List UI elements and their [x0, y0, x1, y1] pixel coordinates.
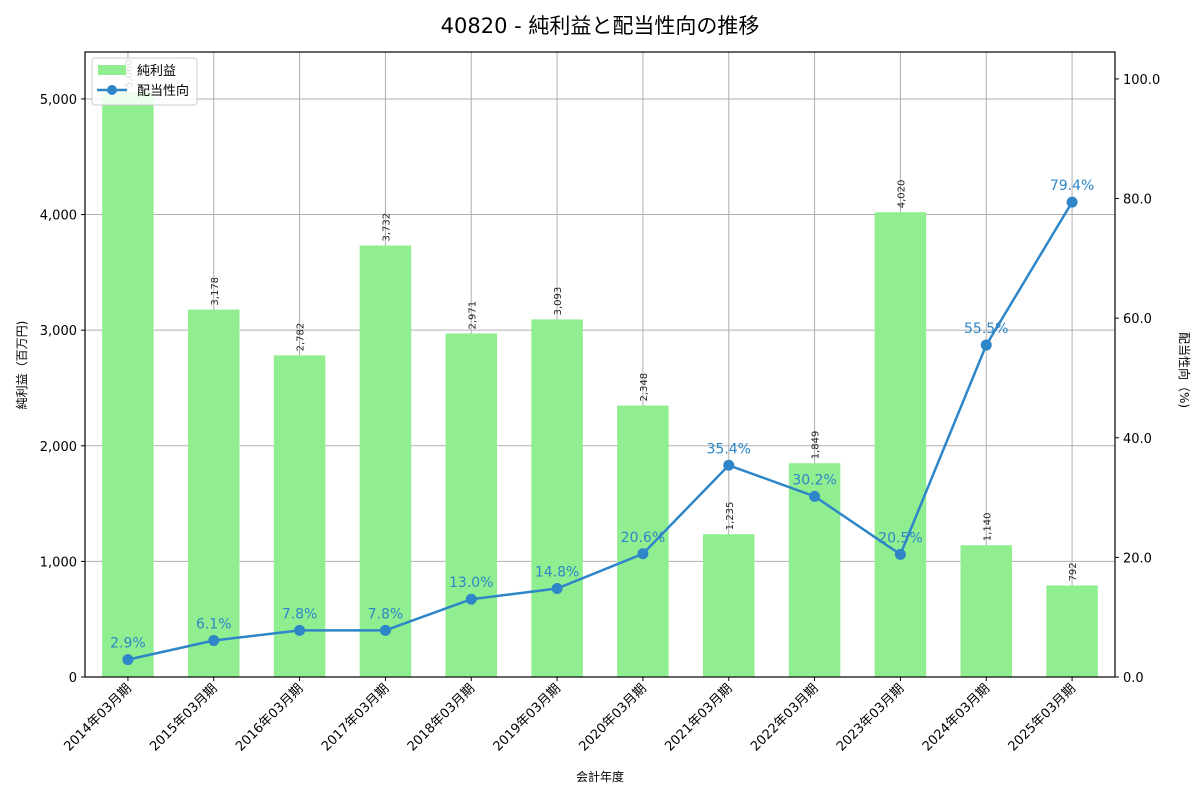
payout-point: [980, 339, 992, 351]
legend-line-swatch: [107, 85, 117, 95]
payout-value-label: 13.0%: [449, 575, 493, 591]
bar-value-label: 1,849: [811, 431, 822, 460]
bar: [102, 92, 154, 678]
x-tick-label: 2025年03月期: [1006, 681, 1079, 754]
payout-point: [551, 582, 563, 594]
payout-point: [122, 654, 134, 666]
x-tick-label: 2018年03月期: [405, 681, 478, 754]
payout-value-label: 20.5%: [878, 530, 922, 546]
payout-value-label: 35.4%: [707, 441, 751, 457]
legend-label-profit: 純利益: [137, 64, 176, 79]
bar: [273, 355, 326, 677]
payout-value-label: 79.4%: [1050, 178, 1094, 194]
bar: [874, 212, 927, 677]
y-axis-label: 純利益（百万円): [15, 321, 29, 410]
bar: [531, 319, 583, 677]
y-right-tick-label: 40.0: [1123, 432, 1152, 447]
y-right-tick-label: 60.0: [1123, 312, 1152, 327]
bar-value-label: 4,020: [896, 180, 907, 209]
x-tick-label: 2019年03月期: [491, 681, 564, 754]
bar-value-label: 3,178: [210, 277, 221, 306]
bar-value-label: 2,971: [467, 301, 478, 330]
y-tick-label: 3,000: [40, 324, 77, 339]
x-axis-label: 会計年度: [576, 769, 624, 784]
x-tick-label: 2015年03月期: [147, 681, 220, 754]
payout-value-label: 6.1%: [196, 617, 232, 633]
chart-title: 40820 - 純利益と配当性向の推移: [441, 14, 760, 38]
x-tick-label: 2020年03月期: [576, 681, 649, 754]
payout-value-label: 30.2%: [792, 472, 836, 488]
y-right-tick-label: 20.0: [1123, 551, 1152, 566]
payout-value-label: 20.6%: [621, 530, 665, 546]
payout-point: [894, 548, 906, 560]
legend-bar-swatch: [98, 65, 126, 75]
x-tick-label: 2014年03月期: [61, 681, 134, 754]
y-tick-label: 0: [69, 671, 77, 686]
payout-value-label: 2.9%: [110, 636, 146, 652]
bar-value-label: 792: [1068, 562, 1079, 581]
x-tick-label: 2024年03月期: [920, 681, 993, 754]
payout-value-label: 7.8%: [368, 606, 404, 622]
payout-point: [379, 624, 391, 636]
payout-line: [127, 201, 1074, 661]
bar: [960, 545, 1012, 677]
y-axis-right-label: 配当性向（%): [1177, 332, 1192, 408]
payout-point: [809, 490, 821, 502]
x-tick-label: 2022年03月期: [748, 681, 821, 754]
bar-value-label: 3,093: [553, 287, 564, 316]
bar: [188, 309, 240, 677]
bar-value-label: 1,235: [725, 502, 736, 531]
payout-point: [1066, 196, 1078, 208]
bar: [617, 405, 669, 677]
x-tick-label: 2017年03月期: [319, 681, 392, 754]
y-right-tick-label: 80.0: [1123, 193, 1152, 208]
y-tick-label: 2,000: [40, 440, 77, 455]
x-tick-label: 2016年03月期: [233, 681, 306, 754]
payout-point: [465, 593, 477, 605]
payout-value-label: 7.8%: [282, 606, 318, 622]
bar-value-label: 2,782: [296, 323, 307, 352]
bar: [445, 333, 497, 677]
plot-frame: [84, 51, 1116, 678]
y-tick-label: 5,000: [40, 93, 77, 108]
payout-point: [637, 548, 649, 560]
payout-value-label: 55.5%: [964, 321, 1008, 337]
legend-label-payout: 配当性向: [137, 83, 189, 99]
y-tick-label: 1,000: [40, 555, 77, 570]
bar: [1046, 585, 1098, 677]
bar-value-label: 2,348: [639, 373, 650, 402]
bar-value-label: 1,140: [982, 513, 993, 542]
x-tick-label: 2023年03月期: [834, 681, 907, 754]
payout-point: [208, 635, 220, 647]
payout-point: [723, 459, 735, 471]
payout-point: [294, 624, 306, 636]
bar-value-label: 3,732: [381, 213, 392, 242]
payout-value-label: 14.8%: [535, 564, 579, 580]
legend: 純利益 配当性向: [91, 57, 198, 106]
y-right-tick-label: 100.0: [1123, 73, 1160, 88]
x-tick-label: 2021年03月期: [662, 681, 735, 754]
bar: [703, 534, 755, 677]
y-right-tick-label: 0.0: [1123, 671, 1144, 686]
bar: [359, 245, 412, 677]
y-tick-label: 4,000: [40, 209, 77, 224]
